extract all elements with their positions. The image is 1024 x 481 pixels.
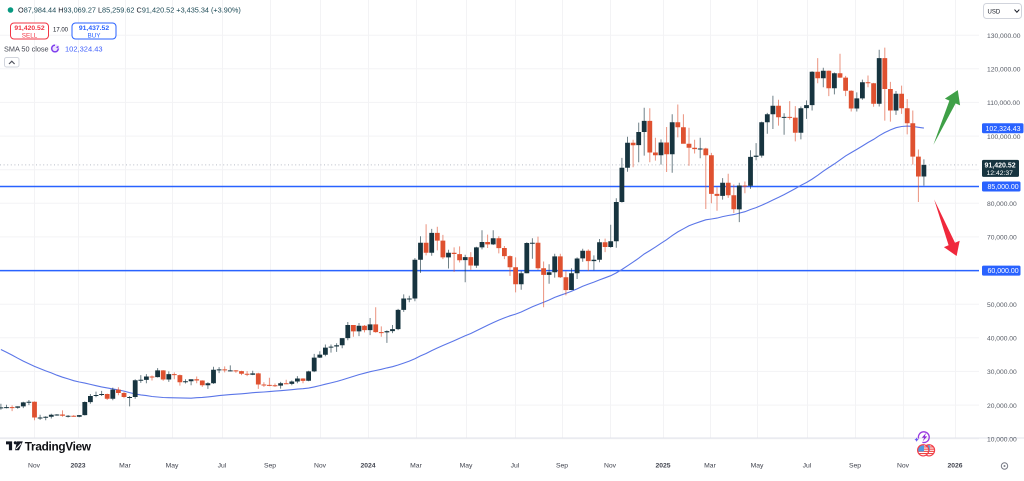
svg-text:Nov: Nov	[28, 462, 41, 469]
svg-text:130,000.00: 130,000.00	[987, 33, 1021, 40]
svg-text:TradingView: TradingView	[25, 440, 92, 454]
svg-text:102,324.43: 102,324.43	[986, 126, 1021, 133]
svg-text:91,420.52: 91,420.52	[14, 25, 44, 32]
svg-text:Nov: Nov	[314, 462, 327, 469]
svg-text:Mar: Mar	[704, 462, 716, 469]
svg-text:Jul: Jul	[511, 462, 520, 469]
svg-text:2026: 2026	[947, 462, 962, 469]
svg-text:Nov: Nov	[604, 462, 617, 469]
svg-text:SELL: SELL	[22, 32, 38, 39]
svg-text:91,437.52: 91,437.52	[79, 25, 109, 32]
svg-text:2024: 2024	[360, 462, 375, 469]
svg-text:85,000.00: 85,000.00	[988, 184, 1019, 191]
svg-text:May: May	[460, 462, 473, 469]
svg-text:102,324.43: 102,324.43	[65, 44, 103, 53]
svg-text:Jul: Jul	[218, 462, 227, 469]
svg-text:50,000.00: 50,000.00	[987, 302, 1017, 309]
svg-text:40,000.00: 40,000.00	[987, 336, 1017, 343]
svg-text:Nov: Nov	[897, 462, 910, 469]
svg-text:20,000.00: 20,000.00	[987, 403, 1017, 410]
svg-text:May: May	[166, 462, 179, 469]
svg-text:2023: 2023	[70, 462, 85, 469]
svg-text:12:42:37: 12:42:37	[987, 170, 1014, 177]
svg-text:Mar: Mar	[410, 462, 422, 469]
svg-text:USD: USD	[988, 9, 1001, 15]
svg-text:17.00: 17.00	[53, 28, 69, 34]
svg-text:10,000.00: 10,000.00	[987, 436, 1017, 443]
svg-text:May: May	[751, 462, 764, 469]
svg-text:70,000.00: 70,000.00	[987, 235, 1017, 242]
svg-text:110,000.00: 110,000.00	[987, 100, 1020, 107]
svg-text:Jul: Jul	[803, 462, 812, 469]
svg-text:Sep: Sep	[849, 462, 861, 469]
svg-text:100,000.00: 100,000.00	[987, 134, 1021, 141]
svg-text:30,000.00: 30,000.00	[987, 369, 1017, 376]
svg-text:91,420.52: 91,420.52	[985, 162, 1016, 169]
svg-text:BUY: BUY	[88, 32, 102, 39]
svg-text:SMA 50 close: SMA 50 close	[4, 44, 49, 53]
svg-text:Mar: Mar	[119, 462, 131, 469]
svg-text:80,000.00: 80,000.00	[987, 201, 1017, 208]
svg-text:O87,984.44 H93,069.27 L85,259.: O87,984.44 H93,069.27 L85,259.62 C91,420…	[18, 6, 241, 15]
svg-text:Sep: Sep	[556, 462, 568, 469]
svg-text:60,000.00: 60,000.00	[988, 268, 1019, 275]
svg-text:120,000.00: 120,000.00	[987, 67, 1021, 74]
svg-text:2025: 2025	[655, 462, 670, 469]
svg-text:Sep: Sep	[264, 462, 276, 469]
